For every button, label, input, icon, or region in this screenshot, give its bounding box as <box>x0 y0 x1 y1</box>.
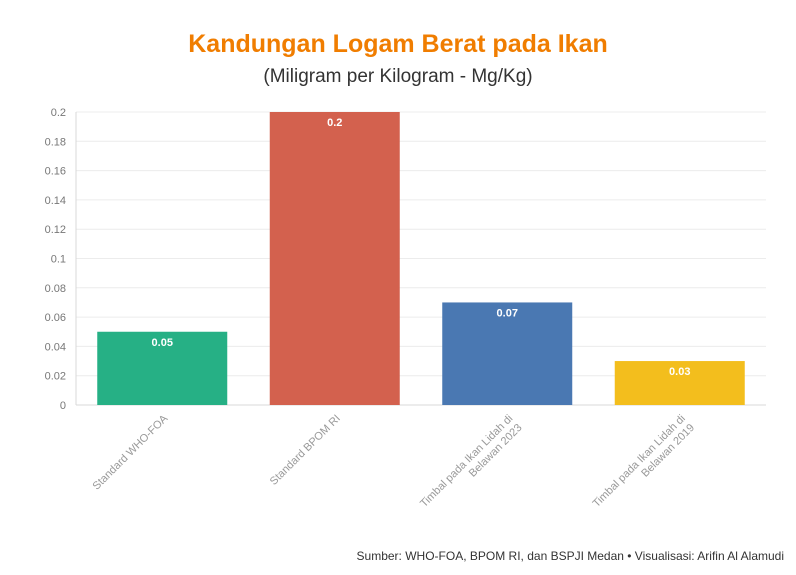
y-tick-label: 0.02 <box>45 371 66 383</box>
bars: 0.05 0.2 0.07 0.03 <box>97 112 745 405</box>
y-axis: 0 0.02 0.04 0.06 0.08 0.1 0.12 0.14 0.16 0.18 0.2 <box>45 107 77 412</box>
y-tick-label: 0.14 <box>45 195 66 207</box>
x-tick-label: Standard BPOM RI <box>268 413 343 488</box>
y-tick-label: 0.16 <box>45 166 66 178</box>
x-tick-label-line: Timbal pada Ikan Lidah di <box>418 413 515 510</box>
bar <box>614 361 745 405</box>
data-label: 0.07 <box>497 307 518 319</box>
source-note: Sumber: WHO-FOA, BPOM RI, dan BSPJI Meda… <box>356 549 784 563</box>
y-tick-label: 0.18 <box>45 136 66 148</box>
y-tick-label: 0.04 <box>45 341 66 353</box>
bar <box>442 302 573 405</box>
data-label: 0.03 <box>669 366 690 378</box>
data-label: 0.2 <box>327 117 342 129</box>
x-tick-label: Standard WHO-FOA <box>91 412 171 492</box>
bar <box>269 112 400 405</box>
y-tick-label: 0.08 <box>45 283 66 295</box>
y-tick-label: 0.12 <box>45 224 66 236</box>
bar <box>97 331 228 405</box>
x-axis: Standard WHO-FOA Standard BPOM RI Timbal p… <box>91 412 697 519</box>
chart-subtitle: (Miligram per Kilogram - Mg/Kg) <box>263 66 533 87</box>
x-tick-label-line: Standard BPOM RI <box>268 413 343 488</box>
chart-title: Kandungan Logam Berat pada Ikan <box>188 30 608 58</box>
y-tick-label: 0 <box>60 400 66 412</box>
x-tick-label-line: Standard WHO-FOA <box>91 412 171 492</box>
data-label: 0.05 <box>152 337 173 349</box>
x-tick-label: Timbal pada Ikan Lidah diBelawan 2023 <box>418 413 524 519</box>
y-tick-label: 0.06 <box>45 312 66 324</box>
x-tick-label-line: Timbal pada Ikan Lidah di <box>591 413 688 510</box>
y-tick-label: 0.1 <box>51 254 66 266</box>
y-tick-label: 0.2 <box>51 107 66 119</box>
x-tick-label: Timbal pada Ikan Lidah diBelawan 2019 <box>591 413 697 519</box>
